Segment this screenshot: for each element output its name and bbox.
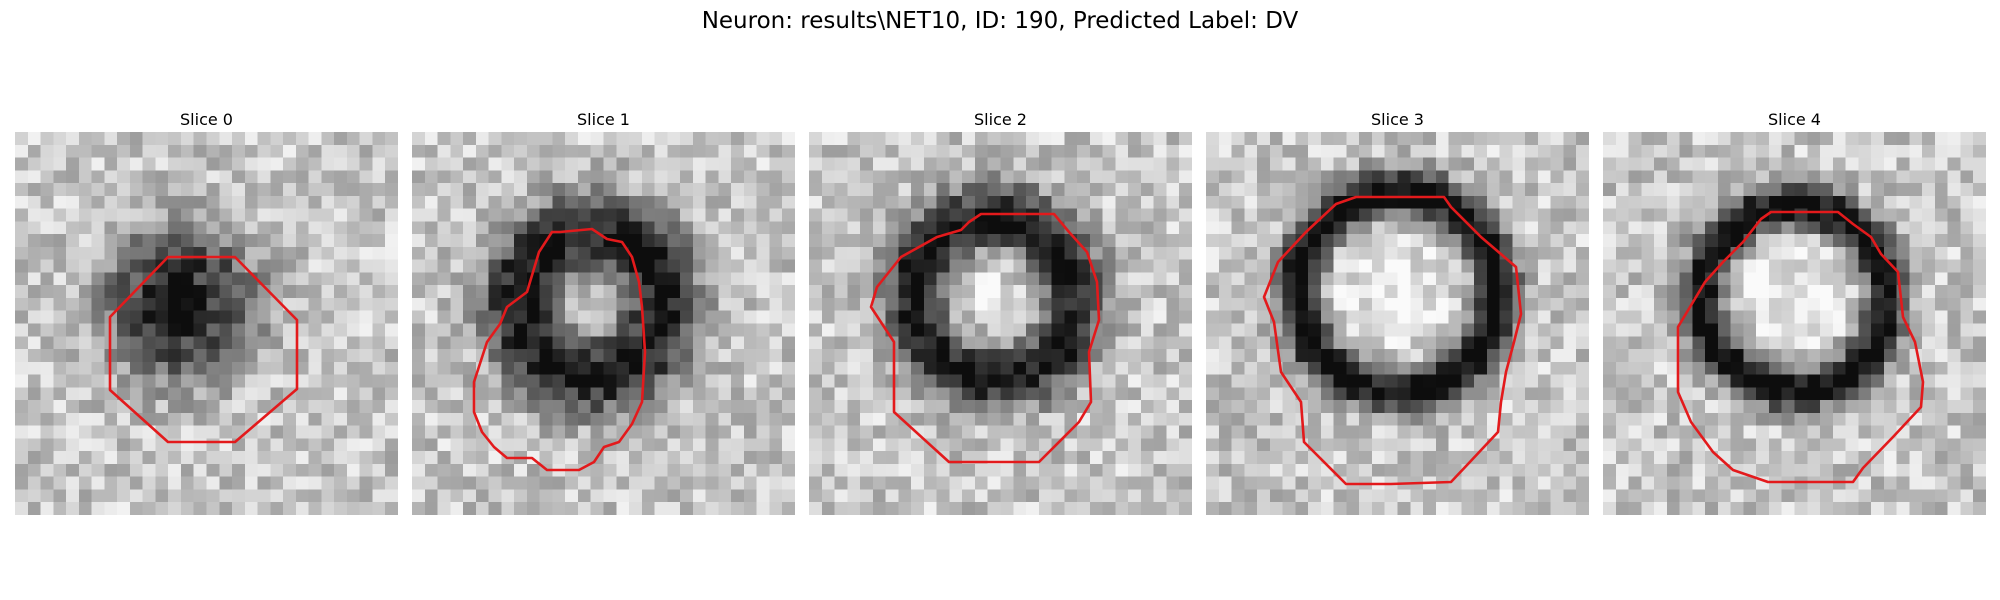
slice-panel-4: Slice 4 xyxy=(1603,108,1986,515)
slice-panel-1: Slice 1 xyxy=(412,108,795,515)
slice-panel-2: Slice 2 xyxy=(809,108,1192,515)
slice-image-0 xyxy=(15,132,398,515)
figure-title: Neuron: results\NET10, ID: 190, Predicte… xyxy=(701,8,1299,34)
slice-image-2 xyxy=(809,132,1192,515)
slice-2-grayscale-image xyxy=(809,132,1192,515)
slice-title-4: Slice 4 xyxy=(1768,110,1821,129)
slice-0-contour xyxy=(108,255,299,444)
slice-image-4 xyxy=(1603,132,1986,515)
slice-title-1: Slice 1 xyxy=(577,110,630,129)
slice-image-1 xyxy=(412,132,795,515)
slice-1-grayscale-image xyxy=(412,132,795,515)
slice-image-3 xyxy=(1206,132,1589,515)
slice-1-contour xyxy=(472,227,647,472)
slice-title-3: Slice 3 xyxy=(1371,110,1424,129)
slice-2-contour xyxy=(869,212,1101,464)
slice-4-grayscale-image xyxy=(1603,132,1986,515)
slice-title-0: Slice 0 xyxy=(180,110,233,129)
slice-title-2: Slice 2 xyxy=(974,110,1027,129)
slice-panel-0: Slice 0 xyxy=(15,108,398,515)
slice-panel-3: Slice 3 xyxy=(1206,108,1589,515)
slice-4-contour xyxy=(1676,210,1925,484)
slice-0-grayscale-image xyxy=(15,132,398,515)
slice-3-contour xyxy=(1262,195,1523,486)
